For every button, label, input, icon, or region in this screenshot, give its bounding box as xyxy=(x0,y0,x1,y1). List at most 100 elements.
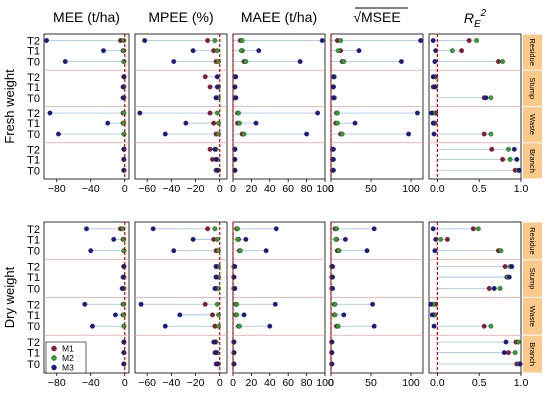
data-point-m3 xyxy=(101,48,106,54)
data-point-m1 xyxy=(211,120,217,126)
row-label: T2 xyxy=(27,108,40,120)
legend-marker-m3 xyxy=(51,364,57,371)
data-point-m3 xyxy=(47,110,53,116)
row-label: T2 xyxy=(27,337,40,349)
data-point-m3 xyxy=(121,146,127,152)
x-tick-label: 0 xyxy=(328,377,334,389)
data-point-m2 xyxy=(121,301,127,307)
data-point-m1 xyxy=(470,226,476,232)
x-tick-label: 100 xyxy=(402,377,420,389)
data-point-m3 xyxy=(183,120,189,126)
data-point-m3 xyxy=(171,59,177,64)
data-point-m3 xyxy=(330,146,336,152)
data-point-m2 xyxy=(500,59,506,64)
data-point-m3 xyxy=(418,38,424,43)
x-tick-label: 0 xyxy=(122,377,128,389)
data-point-m3 xyxy=(119,285,125,291)
data-point-m3 xyxy=(212,285,218,291)
data-point-m2 xyxy=(334,120,340,126)
data-point-m3 xyxy=(232,264,238,269)
data-point-m2 xyxy=(332,312,338,318)
data-point-m2 xyxy=(236,110,241,116)
x-tick-label: 50 xyxy=(365,377,377,389)
legend-label: M3 xyxy=(62,363,74,373)
data-point-m3 xyxy=(231,339,237,345)
row-label: T1 xyxy=(27,154,40,166)
data-point-m3 xyxy=(233,74,239,80)
data-point-m1 xyxy=(486,285,492,291)
data-point-m1 xyxy=(495,59,501,64)
data-point-m2 xyxy=(475,226,481,232)
facet-strip xyxy=(523,107,542,143)
data-point-m3 xyxy=(341,312,347,318)
row-label: T1 xyxy=(27,82,40,94)
data-point-m3 xyxy=(356,48,362,54)
facet-strip-label: Branch xyxy=(528,342,537,366)
x-tick-label: 100 xyxy=(316,183,334,195)
data-point-m2 xyxy=(121,236,127,242)
row-label: T1 xyxy=(27,46,40,58)
data-point-m2 xyxy=(333,236,339,242)
data-point-m3 xyxy=(171,248,177,254)
data-point-m2 xyxy=(121,59,127,64)
data-point-m3 xyxy=(432,59,438,64)
data-point-m3 xyxy=(483,95,489,101)
data-point-m2 xyxy=(449,48,455,54)
data-point-m2 xyxy=(512,350,518,356)
facet-strip-label: Residue xyxy=(528,38,537,66)
data-point-m3 xyxy=(491,285,497,291)
data-point-m3 xyxy=(272,301,278,307)
x-tick-label: −80 xyxy=(48,183,66,195)
x-tick-label: 0 xyxy=(217,377,223,389)
data-point-m2 xyxy=(235,236,241,242)
data-point-m2 xyxy=(234,312,240,318)
data-point-m3 xyxy=(263,248,269,254)
data-point-m3 xyxy=(162,131,168,137)
data-point-m1 xyxy=(506,350,511,356)
row-label: T0 xyxy=(27,57,40,69)
data-point-m3 xyxy=(331,74,337,80)
data-point-m3 xyxy=(243,236,249,242)
data-point-m3 xyxy=(330,167,336,173)
data-point-m3 xyxy=(342,236,348,242)
row-label: T2 xyxy=(27,144,40,156)
x-tick-label: 0 xyxy=(328,183,334,195)
data-point-m2 xyxy=(516,339,521,345)
data-point-m2 xyxy=(488,131,494,137)
facet-strip-label: Waste xyxy=(528,306,537,327)
x-tick-label: 80 xyxy=(301,183,313,195)
x-tick-label: 60 xyxy=(282,377,294,389)
data-point-m3 xyxy=(213,350,219,356)
data-point-m2 xyxy=(121,120,127,126)
data-point-m3 xyxy=(319,38,325,43)
data-point-m3 xyxy=(371,226,377,232)
data-point-m2 xyxy=(121,312,127,318)
data-point-m3 xyxy=(406,131,412,137)
row-label: T0 xyxy=(27,129,40,141)
row-label: T2 xyxy=(27,262,40,274)
data-point-m1 xyxy=(502,264,508,269)
data-point-m3 xyxy=(231,274,237,280)
data-point-m1 xyxy=(207,110,213,116)
data-point-m2 xyxy=(239,38,245,43)
data-point-m3 xyxy=(297,59,303,64)
data-point-m3 xyxy=(82,301,88,307)
x-tick-label: 0.5 xyxy=(472,183,487,195)
data-point-m3 xyxy=(84,226,89,232)
data-point-m3 xyxy=(430,38,436,43)
facet-strip xyxy=(523,70,542,106)
row-label: T0 xyxy=(27,93,40,105)
data-point-m3 xyxy=(111,236,117,242)
data-point-m3 xyxy=(121,339,127,345)
x-tick-label: −80 xyxy=(48,377,66,389)
data-point-m3 xyxy=(329,350,335,356)
x-tick-label: −40 xyxy=(82,377,100,389)
data-point-m3 xyxy=(121,361,127,367)
data-point-m2 xyxy=(236,120,242,126)
data-point-m3 xyxy=(105,120,111,126)
data-point-m3 xyxy=(121,264,127,269)
facet-strip xyxy=(523,222,542,260)
data-point-m2 xyxy=(121,131,127,137)
data-point-m1 xyxy=(207,146,213,152)
data-point-m2 xyxy=(121,110,127,116)
